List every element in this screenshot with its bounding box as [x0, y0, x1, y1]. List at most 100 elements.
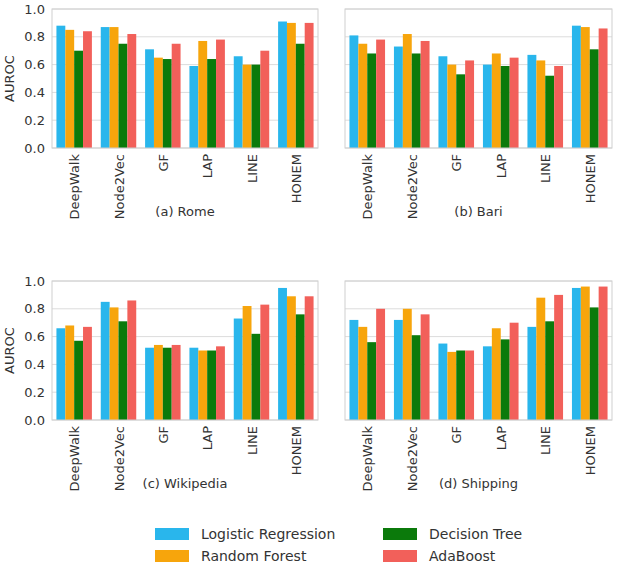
legend-label: Random Forest: [201, 548, 307, 564]
bars: [56, 288, 313, 420]
x-tick-label: HONEM: [583, 154, 598, 203]
bar: [260, 305, 269, 420]
bar: [119, 44, 128, 148]
bar: [172, 345, 181, 420]
bar: [189, 348, 198, 420]
y-tick-label: 0.6: [24, 57, 45, 72]
panel-title: (a) Rome: [155, 204, 214, 219]
bar: [163, 348, 172, 420]
x-tick-label: Node2Vec: [405, 426, 420, 491]
bar: [74, 51, 83, 148]
bar: [83, 327, 92, 420]
bar: [367, 53, 376, 148]
bar: [403, 34, 412, 148]
bar: [216, 40, 225, 148]
bar: [456, 351, 465, 421]
bar: [412, 53, 421, 148]
plot-area: [345, 281, 612, 420]
bar: [198, 41, 207, 148]
bar: [483, 65, 492, 148]
y-tick-label: 0.0: [24, 413, 45, 428]
panel-title: (c) Wikipedia: [143, 476, 228, 491]
plot-area: [345, 9, 612, 148]
bar: [527, 55, 536, 148]
bar: [545, 76, 554, 148]
plot-area: [52, 281, 318, 420]
bar: [243, 65, 252, 148]
legend-swatch: [383, 528, 417, 540]
x-tick-label: LAP: [200, 426, 215, 450]
x-tick-label: LAP: [494, 154, 509, 178]
bar: [536, 298, 545, 420]
bar: [207, 59, 216, 148]
bar: [545, 321, 554, 420]
legend: Logistic RegressionRandom ForestDecision…: [155, 526, 522, 564]
x-tick-label: GF: [156, 426, 171, 444]
bar: [510, 58, 519, 148]
bar: [501, 339, 510, 420]
bar: [447, 65, 456, 148]
bar: [260, 51, 269, 148]
bar: [189, 66, 198, 148]
bar: [74, 341, 83, 420]
bar: [110, 27, 119, 148]
bar: [163, 59, 172, 148]
x-tick-label: GF: [156, 154, 171, 172]
bar: [234, 319, 243, 420]
y-tick-label: 0.0: [24, 141, 45, 156]
legend-swatch: [155, 550, 189, 562]
bar: [358, 44, 367, 148]
bar: [349, 320, 358, 420]
bar: [581, 27, 590, 148]
frame: [52, 9, 318, 148]
bar: [590, 49, 599, 148]
x-tick-label: DeepWalk: [360, 154, 375, 220]
bar: [243, 306, 252, 420]
x-tick-label: Node2Vec: [112, 154, 127, 219]
bar: [438, 344, 447, 420]
bar: [207, 351, 216, 421]
bar: [421, 314, 430, 420]
bar: [101, 27, 110, 148]
x-tick-label: Node2Vec: [112, 426, 127, 491]
bar: [447, 352, 456, 420]
plot-area: [52, 9, 318, 148]
y-tick-label: 1.0: [24, 274, 45, 289]
bar: [554, 66, 563, 148]
bar: [376, 309, 385, 420]
bar: [590, 307, 599, 420]
bar: [278, 288, 287, 420]
x-tick-label: DeepWalk: [67, 154, 82, 220]
bar: [465, 60, 474, 148]
y-axis-label: AUROC: [2, 55, 17, 102]
x-tick-label: LAP: [494, 426, 509, 450]
bar: [145, 49, 154, 148]
bars: [349, 26, 607, 148]
bar: [394, 47, 403, 148]
bar: [358, 327, 367, 420]
x-tick-label: LINE: [245, 154, 260, 183]
bar: [287, 296, 296, 420]
bar: [536, 60, 545, 148]
legend-label: Decision Tree: [429, 526, 522, 542]
bar: [287, 23, 296, 148]
bar: [234, 56, 243, 148]
bar: [65, 30, 74, 148]
figure: 0.00.20.40.60.81.0DeepWalkNode2VecGFLAPL…: [0, 0, 640, 571]
bar: [127, 34, 136, 148]
bar: [572, 288, 581, 420]
bar: [421, 41, 430, 148]
bar: [403, 309, 412, 420]
bar: [154, 345, 163, 420]
bar: [527, 327, 536, 420]
bar: [492, 53, 501, 148]
y-tick-label: 0.2: [24, 385, 45, 400]
bar: [599, 287, 608, 420]
frame: [345, 281, 612, 420]
frame: [345, 9, 612, 148]
bar: [599, 28, 608, 148]
bar: [501, 66, 510, 148]
bar: [376, 40, 385, 148]
y-tick-label: 0.6: [24, 329, 45, 344]
bar: [367, 342, 376, 420]
